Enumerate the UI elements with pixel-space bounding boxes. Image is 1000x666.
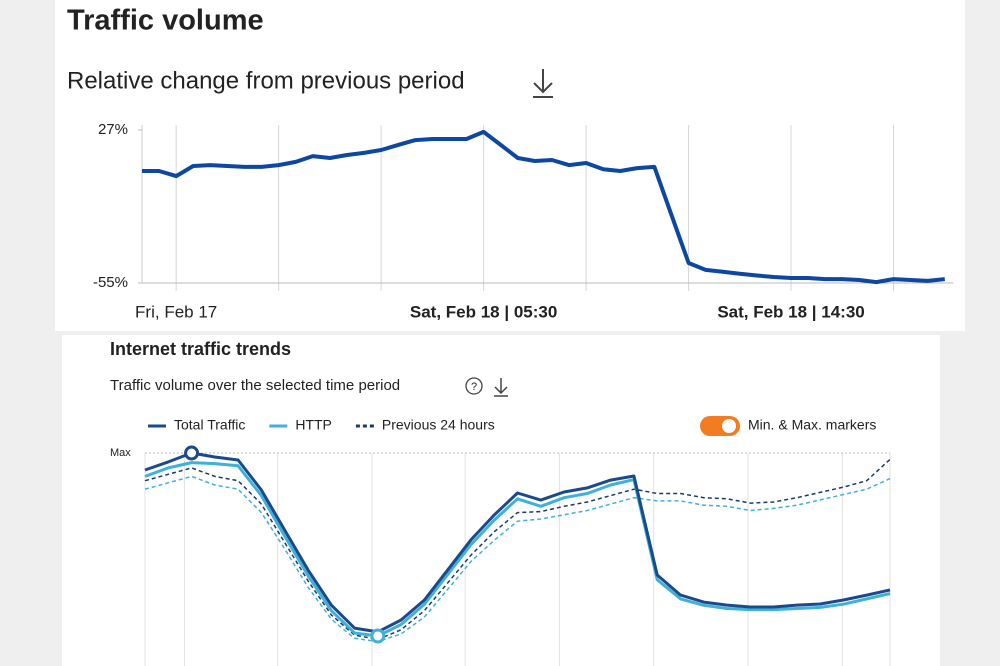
x-tick-label: Sat, Feb 18 | 05:30 — [410, 302, 557, 321]
download-icon[interactable] — [533, 69, 553, 98]
line — [142, 129, 946, 285]
y-tick-label: -55% — [93, 274, 128, 291]
chart-subtitle: Traffic volume over the selected time pe… — [110, 377, 400, 394]
legend-label: HTTP — [295, 417, 332, 433]
y-tick-label: 27% — [98, 121, 128, 138]
svg-text:?: ? — [471, 381, 477, 393]
x-tick-label: Sat, Feb 18 | 14:30 — [717, 302, 864, 321]
x-tick-label: Fri, Feb 17 — [135, 302, 217, 321]
chart-title: Traffic volume — [67, 5, 264, 37]
chart-title: Internet traffic trends — [110, 339, 291, 359]
max-marker — [184, 445, 200, 461]
line — [144, 461, 891, 638]
help-icon[interactable]: ? — [465, 377, 483, 395]
legend-label: Total Traffic — [174, 417, 245, 433]
min-marker — [370, 628, 386, 644]
y-tick-label: Max — [110, 447, 131, 459]
line — [144, 458, 891, 641]
toggle[interactable] — [700, 416, 740, 436]
chart-subtitle: Relative change from previous period — [67, 67, 465, 94]
line — [144, 475, 891, 643]
toggle-label: Min. & Max. markers — [748, 417, 876, 433]
line — [144, 451, 891, 634]
download-icon[interactable] — [494, 378, 508, 397]
legend-label: Previous 24 hours — [382, 417, 495, 433]
